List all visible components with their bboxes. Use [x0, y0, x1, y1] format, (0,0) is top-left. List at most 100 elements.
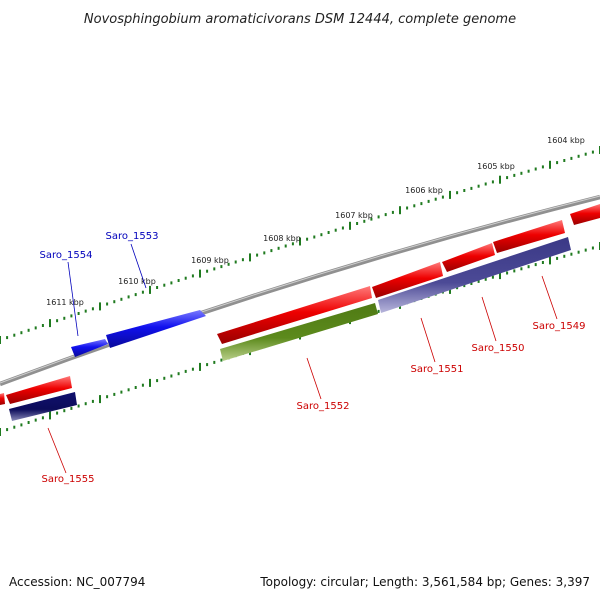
- outer-ruler-minor-tick: [91, 307, 94, 311]
- outer-ruler: [0, 146, 600, 344]
- inner-ruler-minor-tick: [377, 309, 380, 313]
- gene-labels: Saro_1553 Saro_1554 Saro_1555 Saro_1552 …: [40, 231, 586, 485]
- tick-label-1607: 1607 kbp: [335, 211, 373, 220]
- gene-saro-1549-top[interactable]: [493, 220, 565, 253]
- inner-ruler-minor-tick: [134, 386, 137, 389]
- outer-ruler-minor-tick: [556, 161, 559, 165]
- outer-ruler-minor-tick: [241, 258, 244, 262]
- outer-ruler-minor-tick: [56, 319, 59, 323]
- outer-ruler-major-tick: [99, 302, 101, 311]
- outer-ruler-major-tick: [449, 190, 451, 199]
- outer-ruler-minor-tick: [184, 276, 187, 280]
- label-saro-1554[interactable]: Saro_1554: [40, 250, 93, 261]
- inner-ruler-major-tick: [499, 271, 501, 280]
- outer-ruler-minor-tick: [470, 186, 473, 190]
- inner-ruler-minor-tick: [470, 282, 473, 285]
- inner-ruler-minor-tick: [206, 363, 209, 367]
- genome-backbone: [0, 194, 600, 387]
- inner-ruler-minor-tick: [77, 404, 80, 408]
- gene-saro-1551-top[interactable]: [372, 262, 443, 298]
- outer-ruler-minor-tick: [284, 244, 287, 248]
- outer-ruler-minor-tick: [34, 326, 37, 330]
- inner-ruler-minor-tick: [534, 263, 537, 267]
- tick-label-1605: 1605 kbp: [477, 162, 515, 171]
- outer-ruler-major-tick: [149, 285, 151, 294]
- inner-ruler-minor-tick: [213, 360, 216, 364]
- leader-saro-1554: [67, 261, 79, 337]
- outer-ruler-minor-tick: [113, 300, 116, 304]
- forward-strand-genes: [0, 204, 600, 405]
- label-saro-1551[interactable]: Saro_1551: [411, 364, 464, 375]
- outer-ruler-minor-tick: [577, 154, 580, 158]
- gene-right-edge[interactable]: [570, 204, 600, 225]
- outer-ruler-minor-tick: [370, 217, 373, 221]
- gene-saro-1553[interactable]: [106, 310, 206, 348]
- inner-ruler-minor-tick: [163, 376, 166, 380]
- inner-ruler-minor-tick: [220, 358, 223, 362]
- leader-saro-1551: [420, 317, 436, 363]
- outer-ruler-minor-tick: [20, 331, 23, 335]
- tick-label-1608: 1608 kbp: [263, 234, 301, 243]
- gene-saro-1550-1549[interactable]: [378, 237, 571, 313]
- inner-ruler-major-tick: [0, 428, 1, 436]
- outer-ruler-minor-tick: [191, 274, 194, 278]
- label-saro-1552[interactable]: Saro_1552: [297, 401, 350, 412]
- inner-ruler-minor-tick: [463, 284, 466, 288]
- gene-saro-1550-top[interactable]: [442, 243, 495, 272]
- genome-summary-text: Topology: circular; Length: 3,561,584 bp…: [259, 575, 590, 589]
- inner-ruler-minor-tick: [184, 369, 187, 373]
- outer-ruler-minor-tick: [70, 314, 73, 318]
- inner-ruler-minor-tick: [577, 250, 580, 254]
- outer-ruler-major-tick: [249, 253, 251, 262]
- outer-ruler-minor-tick: [127, 295, 130, 299]
- outer-ruler-minor-tick: [13, 333, 16, 337]
- outer-ruler-minor-tick: [213, 267, 216, 271]
- gene-saro-1555[interactable]: [9, 392, 77, 421]
- label-saro-1553[interactable]: Saro_1553: [106, 231, 159, 242]
- inner-ruler-minor-tick: [513, 269, 516, 273]
- inner-ruler-minor-tick: [477, 279, 480, 283]
- inner-ruler-minor-tick: [556, 256, 559, 260]
- inner-ruler-minor-tick: [156, 379, 159, 383]
- outer-ruler-minor-tick: [441, 195, 444, 199]
- outer-ruler-minor-tick: [206, 269, 209, 273]
- outer-ruler-minor-tick: [177, 279, 180, 282]
- outer-ruler-minor-tick: [363, 219, 366, 223]
- outer-ruler-minor-tick: [406, 206, 409, 210]
- inner-ruler-minor-tick: [113, 392, 116, 396]
- inner-ruler-minor-tick: [6, 428, 9, 432]
- inner-ruler-minor-tick: [91, 399, 94, 403]
- outer-ruler-minor-tick: [170, 281, 173, 285]
- inner-ruler-minor-tick: [70, 406, 73, 410]
- kbp-labels: 1604 kbp 1605 kbp 1606 kbp 1607 kbp 1608…: [46, 136, 585, 307]
- tick-label-1606: 1606 kbp: [405, 186, 443, 195]
- outer-ruler-minor-tick: [541, 165, 544, 169]
- outer-ruler-minor-tick: [456, 191, 459, 195]
- outer-ruler-minor-tick: [427, 199, 430, 203]
- label-leaders: [47, 243, 558, 474]
- outer-ruler-minor-tick: [570, 156, 573, 160]
- label-saro-1549[interactable]: Saro_1549: [533, 321, 586, 332]
- accession-text: Accession: NC_007794: [9, 575, 145, 589]
- tick-label-1604: 1604 kbp: [547, 136, 585, 145]
- gene-saro-1552-top[interactable]: [217, 286, 372, 344]
- label-saro-1555[interactable]: Saro_1555: [42, 474, 95, 485]
- gene-saro-1554[interactable]: [71, 339, 108, 357]
- outer-ruler-minor-tick: [434, 197, 437, 201]
- gene-left-edge[interactable]: [6, 376, 72, 404]
- gene-left-stub[interactable]: [0, 393, 5, 405]
- inner-ruler-minor-tick: [541, 261, 544, 264]
- outer-ruler-minor-tick: [134, 293, 137, 297]
- outer-ruler-minor-tick: [320, 233, 323, 237]
- inner-ruler-major-tick: [99, 395, 101, 404]
- inner-ruler-minor-tick: [27, 421, 30, 424]
- inner-ruler-minor-tick: [120, 390, 123, 394]
- outer-ruler-major-tick: [349, 221, 351, 230]
- outer-ruler-minor-tick: [327, 231, 330, 234]
- label-saro-1550[interactable]: Saro_1550: [472, 343, 525, 354]
- gene-saro-1552[interactable]: [220, 303, 378, 361]
- outer-ruler-minor-tick: [377, 215, 380, 219]
- inner-ruler-major-tick: [149, 378, 151, 387]
- outer-ruler-minor-tick: [513, 173, 516, 177]
